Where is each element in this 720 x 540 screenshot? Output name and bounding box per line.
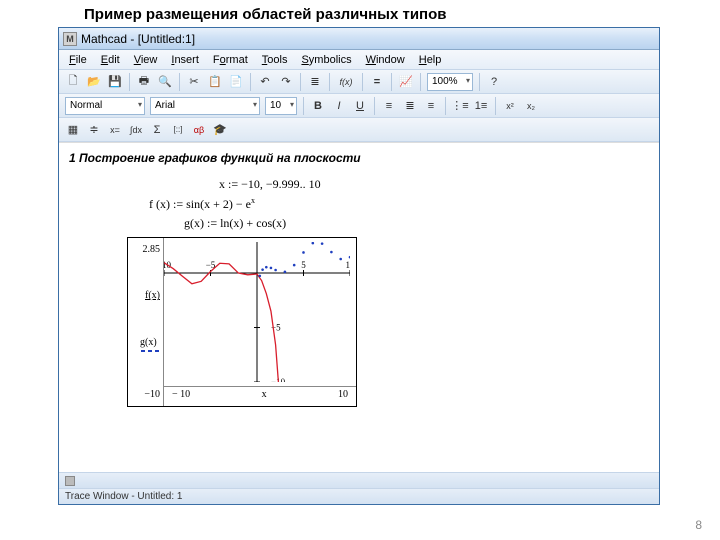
paste-icon[interactable]: 📄: [226, 72, 246, 92]
menu-view[interactable]: View: [128, 52, 164, 68]
fx-icon[interactable]: f(x): [334, 72, 358, 92]
underline-button[interactable]: U: [350, 96, 370, 116]
separator: [329, 73, 330, 91]
separator: [300, 73, 301, 91]
graph-palette-icon[interactable]: ≑: [84, 120, 104, 140]
y-series1-label: f(x): [145, 290, 160, 301]
preview-icon[interactable]: 🔍: [155, 72, 175, 92]
format-toolbar: Normal Arial 10 B I U ≡ ≣ ≡ ⋮≡ 1≡ x² x₂: [59, 94, 659, 118]
programming-icon[interactable]: 🎓: [210, 120, 230, 140]
statusbar-upper: [59, 472, 659, 488]
bullets-icon[interactable]: ⋮≡: [450, 96, 470, 116]
math-region-g[interactable]: g(x) := ln(x) + cos(x): [184, 216, 649, 231]
svg-text:10: 10: [346, 260, 351, 270]
fontsize-select[interactable]: 10: [265, 97, 297, 115]
style-select[interactable]: Normal: [65, 97, 145, 115]
equals-icon[interactable]: =: [367, 72, 387, 92]
document-area[interactable]: 1 Построение графиков функций на плоскос…: [59, 142, 659, 472]
y-max-label: 2.85: [143, 244, 161, 255]
plot-x-labels: − 10 x 10: [164, 386, 356, 406]
x-min-label: − 10: [172, 389, 190, 404]
window-title: Mathcad - [Untitled:1]: [81, 32, 195, 46]
math-f-exp: x: [251, 196, 255, 205]
menu-file[interactable]: File: [63, 52, 93, 68]
matrix-icon[interactable]: [::]: [168, 120, 188, 140]
print-icon[interactable]: 🖶: [134, 72, 154, 92]
separator: [420, 73, 421, 91]
separator: [391, 73, 392, 91]
zoom-select[interactable]: 100%: [427, 73, 473, 91]
separator: [495, 97, 496, 115]
redo-icon[interactable]: ↷: [276, 72, 296, 92]
greek-icon[interactable]: αβ: [189, 120, 209, 140]
evaluation-icon[interactable]: x=: [105, 120, 125, 140]
menu-insert[interactable]: Insert: [165, 52, 205, 68]
math-region-f[interactable]: f (x) := sin(x + 2) − ex: [149, 196, 649, 212]
app-window: M Mathcad - [Untitled:1] File Edit View …: [58, 27, 660, 505]
save-icon[interactable]: 💾: [105, 72, 125, 92]
align-right-icon[interactable]: ≡: [421, 96, 441, 116]
calculus-icon[interactable]: ∫dx: [126, 120, 146, 140]
menu-window[interactable]: Window: [360, 52, 411, 68]
italic-button[interactable]: I: [329, 96, 349, 116]
trace-window-bar[interactable]: Trace Window - Untitled: 1: [59, 488, 659, 504]
superscript-icon[interactable]: x²: [500, 96, 520, 116]
font-select[interactable]: Arial: [150, 97, 260, 115]
slide-page-number: 8: [695, 518, 702, 532]
bold-button[interactable]: B: [308, 96, 328, 116]
svg-text:5: 5: [301, 260, 306, 270]
math-f-body: f (x) := sin(x + 2) − e: [149, 197, 251, 211]
help-icon[interactable]: ?: [484, 72, 504, 92]
align-center-icon[interactable]: ≣: [400, 96, 420, 116]
separator: [479, 73, 480, 91]
open-icon[interactable]: 📂: [84, 72, 104, 92]
graph-icon[interactable]: 📈: [396, 72, 416, 92]
align-left-icon[interactable]: ≡: [379, 96, 399, 116]
app-icon: M: [63, 32, 77, 46]
doc-heading: 1 Построение графиков функций на плоскос…: [69, 151, 649, 165]
plot-y-labels: 2.85 f(x) g(x) −10: [128, 238, 164, 406]
boolean-icon[interactable]: Σ: [147, 120, 167, 140]
math-region-x[interactable]: x := −10, −9.999.. 10: [219, 177, 649, 192]
menu-edit[interactable]: Edit: [95, 52, 126, 68]
menubar: File Edit View Insert Format Tools Symbo…: [59, 50, 659, 70]
calculator-icon[interactable]: ▦: [63, 120, 83, 140]
subscript-icon[interactable]: x₂: [521, 96, 541, 116]
plot-region[interactable]: 2.85 f(x) g(x) −10 −10−5510−5−10 − 10 x …: [127, 237, 357, 407]
menu-help[interactable]: Help: [413, 52, 448, 68]
separator: [374, 97, 375, 115]
separator: [129, 73, 130, 91]
undo-icon[interactable]: ↶: [255, 72, 275, 92]
y-series2-label: g(x): [140, 337, 160, 354]
align-icon[interactable]: ≣: [305, 72, 325, 92]
standard-toolbar: 🗋 📂 💾 🖶 🔍 ✂ 📋 📄 ↶ ↷ ≣ f(x) = 📈 100% ?: [59, 70, 659, 94]
new-icon[interactable]: 🗋: [63, 72, 83, 92]
titlebar: M Mathcad - [Untitled:1]: [59, 28, 659, 50]
x-var-label: x: [262, 389, 267, 404]
menu-tools[interactable]: Tools: [256, 52, 294, 68]
menu-symbolics[interactable]: Symbolics: [295, 52, 357, 68]
separator: [250, 73, 251, 91]
separator: [179, 73, 180, 91]
x-max-label: 10: [338, 389, 348, 404]
plot-canvas: −10−5510−5−10: [164, 242, 350, 382]
status-icon: [65, 476, 75, 486]
numlist-icon[interactable]: 1≡: [471, 96, 491, 116]
slide-title: Пример размещения областей различных тип…: [0, 0, 720, 27]
separator: [303, 97, 304, 115]
y-min-label: −10: [144, 389, 160, 400]
copy-icon[interactable]: 📋: [205, 72, 225, 92]
plot-body: −10−5510−5−10 − 10 x 10: [164, 238, 356, 406]
separator: [362, 73, 363, 91]
math-toolbar: ▦ ≑ x= ∫dx Σ [::] αβ 🎓: [59, 118, 659, 142]
separator: [445, 97, 446, 115]
menu-format[interactable]: Format: [207, 52, 254, 68]
cut-icon[interactable]: ✂: [184, 72, 204, 92]
